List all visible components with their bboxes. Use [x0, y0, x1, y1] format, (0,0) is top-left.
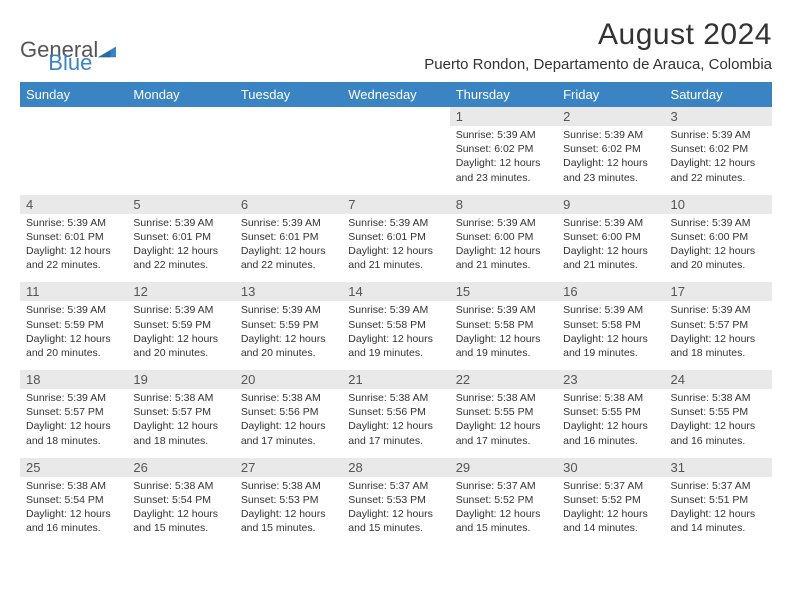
day-number: 18	[20, 370, 127, 389]
day-number: 7	[342, 195, 449, 214]
day-number	[235, 107, 342, 126]
day-detail: Sunrise: 5:38 AMSunset: 5:56 PMDaylight:…	[342, 389, 449, 458]
day-header: Saturday	[665, 82, 772, 107]
day-number: 11	[20, 282, 127, 301]
day-number: 27	[235, 458, 342, 477]
day-number: 1	[450, 107, 557, 126]
day-detail: Sunrise: 5:38 AMSunset: 5:56 PMDaylight:…	[235, 389, 342, 458]
day-header: Monday	[127, 82, 234, 107]
day-number: 30	[557, 458, 664, 477]
day-detail: Sunrise: 5:39 AMSunset: 5:57 PMDaylight:…	[20, 389, 127, 458]
day-detail: Sunrise: 5:39 AMSunset: 5:58 PMDaylight:…	[342, 301, 449, 370]
day-number: 29	[450, 458, 557, 477]
day-detail: Sunrise: 5:39 AMSunset: 6:02 PMDaylight:…	[450, 126, 557, 195]
day-header: Thursday	[450, 82, 557, 107]
day-detail: Sunrise: 5:38 AMSunset: 5:54 PMDaylight:…	[20, 477, 127, 546]
day-detail: Sunrise: 5:39 AMSunset: 6:01 PMDaylight:…	[127, 214, 234, 283]
calendar-detail-row: Sunrise: 5:39 AMSunset: 5:59 PMDaylight:…	[20, 301, 772, 370]
day-detail: Sunrise: 5:39 AMSunset: 6:02 PMDaylight:…	[557, 126, 664, 195]
day-detail: Sunrise: 5:39 AMSunset: 6:00 PMDaylight:…	[557, 214, 664, 283]
day-number: 28	[342, 458, 449, 477]
day-number: 4	[20, 195, 127, 214]
day-number: 15	[450, 282, 557, 301]
day-header: Wednesday	[342, 82, 449, 107]
day-number: 9	[557, 195, 664, 214]
day-detail: Sunrise: 5:39 AMSunset: 5:58 PMDaylight:…	[557, 301, 664, 370]
day-number	[20, 107, 127, 126]
day-number: 20	[235, 370, 342, 389]
day-detail: Sunrise: 5:39 AMSunset: 6:01 PMDaylight:…	[342, 214, 449, 283]
day-detail	[127, 126, 234, 195]
logo: General Blue	[20, 24, 92, 76]
calendar-daynum-row: 25262728293031	[20, 458, 772, 477]
day-detail: Sunrise: 5:37 AMSunset: 5:52 PMDaylight:…	[450, 477, 557, 546]
day-header: Tuesday	[235, 82, 342, 107]
calendar-detail-row: Sunrise: 5:38 AMSunset: 5:54 PMDaylight:…	[20, 477, 772, 546]
day-detail: Sunrise: 5:37 AMSunset: 5:53 PMDaylight:…	[342, 477, 449, 546]
day-detail: Sunrise: 5:38 AMSunset: 5:57 PMDaylight:…	[127, 389, 234, 458]
day-number: 23	[557, 370, 664, 389]
day-number	[342, 107, 449, 126]
day-number: 31	[665, 458, 772, 477]
day-number: 8	[450, 195, 557, 214]
day-detail: Sunrise: 5:38 AMSunset: 5:55 PMDaylight:…	[450, 389, 557, 458]
calendar-header-row: Sunday Monday Tuesday Wednesday Thursday…	[20, 82, 772, 107]
day-detail: Sunrise: 5:39 AMSunset: 5:57 PMDaylight:…	[665, 301, 772, 370]
day-number: 6	[235, 195, 342, 214]
day-number: 13	[235, 282, 342, 301]
day-detail	[235, 126, 342, 195]
day-number: 2	[557, 107, 664, 126]
day-number: 3	[665, 107, 772, 126]
day-detail: Sunrise: 5:39 AMSunset: 5:58 PMDaylight:…	[450, 301, 557, 370]
day-header: Friday	[557, 82, 664, 107]
day-detail: Sunrise: 5:39 AMSunset: 5:59 PMDaylight:…	[235, 301, 342, 370]
day-detail: Sunrise: 5:39 AMSunset: 6:00 PMDaylight:…	[450, 214, 557, 283]
calendar-detail-row: Sunrise: 5:39 AMSunset: 5:57 PMDaylight:…	[20, 389, 772, 458]
day-number: 14	[342, 282, 449, 301]
title-block: August 2024 Puerto Rondon, Departamento …	[424, 18, 772, 73]
day-number: 26	[127, 458, 234, 477]
day-detail: Sunrise: 5:38 AMSunset: 5:55 PMDaylight:…	[665, 389, 772, 458]
day-detail: Sunrise: 5:39 AMSunset: 5:59 PMDaylight:…	[20, 301, 127, 370]
calendar-table: Sunday Monday Tuesday Wednesday Thursday…	[20, 82, 772, 545]
calendar-detail-row: Sunrise: 5:39 AMSunset: 6:01 PMDaylight:…	[20, 214, 772, 283]
day-detail: Sunrise: 5:37 AMSunset: 5:52 PMDaylight:…	[557, 477, 664, 546]
day-number: 5	[127, 195, 234, 214]
day-number: 19	[127, 370, 234, 389]
day-detail	[20, 126, 127, 195]
page-subtitle: Puerto Rondon, Departamento de Arauca, C…	[424, 56, 772, 73]
day-number: 25	[20, 458, 127, 477]
day-number: 12	[127, 282, 234, 301]
day-detail: Sunrise: 5:38 AMSunset: 5:55 PMDaylight:…	[557, 389, 664, 458]
day-detail: Sunrise: 5:39 AMSunset: 6:00 PMDaylight:…	[665, 214, 772, 283]
day-number: 16	[557, 282, 664, 301]
calendar-daynum-row: 18192021222324	[20, 370, 772, 389]
day-detail: Sunrise: 5:39 AMSunset: 5:59 PMDaylight:…	[127, 301, 234, 370]
header: General Blue August 2024 Puerto Rondon, …	[20, 18, 772, 76]
day-number: 22	[450, 370, 557, 389]
day-number: 21	[342, 370, 449, 389]
day-detail: Sunrise: 5:38 AMSunset: 5:54 PMDaylight:…	[127, 477, 234, 546]
page-title: August 2024	[424, 18, 772, 52]
calendar-daynum-row: 11121314151617	[20, 282, 772, 301]
logo-text-blue: Blue	[48, 50, 92, 76]
day-header: Sunday	[20, 82, 127, 107]
logo-triangle-icon	[98, 44, 116, 58]
day-detail: Sunrise: 5:39 AMSunset: 6:01 PMDaylight:…	[20, 214, 127, 283]
day-detail	[342, 126, 449, 195]
day-number	[127, 107, 234, 126]
day-detail: Sunrise: 5:39 AMSunset: 6:02 PMDaylight:…	[665, 126, 772, 195]
calendar-detail-row: Sunrise: 5:39 AMSunset: 6:02 PMDaylight:…	[20, 126, 772, 195]
day-number: 24	[665, 370, 772, 389]
day-detail: Sunrise: 5:39 AMSunset: 6:01 PMDaylight:…	[235, 214, 342, 283]
day-number: 10	[665, 195, 772, 214]
calendar-daynum-row: 45678910	[20, 195, 772, 214]
calendar-daynum-row: 123	[20, 107, 772, 126]
day-detail: Sunrise: 5:37 AMSunset: 5:51 PMDaylight:…	[665, 477, 772, 546]
calendar-body: 123Sunrise: 5:39 AMSunset: 6:02 PMDaylig…	[20, 107, 772, 545]
day-number: 17	[665, 282, 772, 301]
day-detail: Sunrise: 5:38 AMSunset: 5:53 PMDaylight:…	[235, 477, 342, 546]
